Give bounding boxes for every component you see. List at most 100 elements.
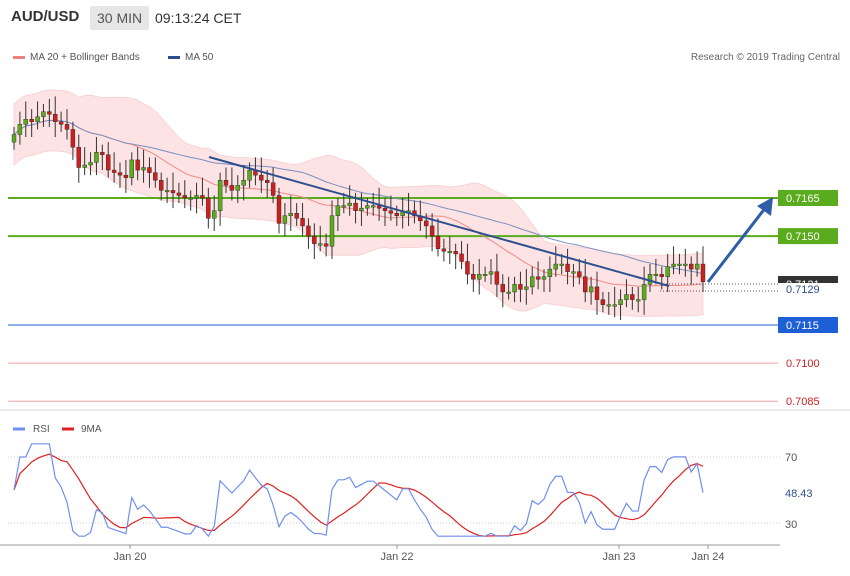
candle-body: [223, 180, 229, 186]
header-bar: AUD/USD 30 MIN 09:13:24 CET: [0, 0, 850, 36]
candle-body: [477, 274, 482, 280]
rsi-ma-legend-label: 9MA: [81, 424, 102, 435]
candle-body: [341, 205, 346, 208]
level-tag-0.7165: [778, 190, 838, 206]
rsi-value: 48.43: [785, 488, 813, 500]
candle-body: [630, 294, 635, 300]
candle-body: [459, 253, 464, 262]
candle-body: [353, 202, 358, 211]
candle-body: [217, 180, 223, 211]
candle-body: [117, 172, 123, 176]
candle-body: [147, 167, 152, 173]
candle-body: [465, 261, 470, 275]
candle-body: [82, 164, 87, 168]
candle-body: [471, 274, 476, 280]
candle-body: [88, 162, 93, 166]
candle-body: [335, 205, 341, 216]
candle-body: [64, 124, 70, 130]
candle-body: [347, 202, 352, 206]
copyright: Research © 2019 Trading Central: [690, 52, 840, 63]
candle-body: [547, 268, 553, 277]
candle-body: [600, 299, 606, 305]
price-tags: 0.71650.71500.71150.71000.70850.71310.71…: [778, 190, 838, 410]
rsi-tick-30: 30: [785, 519, 797, 531]
candle-body: [100, 152, 105, 156]
candle-body: [200, 195, 205, 199]
x-axis: Jan 20 Jan 22 Jan 23 Jan 24: [113, 545, 725, 563]
candle-body: [394, 213, 399, 216]
candle-body: [94, 152, 99, 163]
rsi-ma-line: [13, 453, 704, 537]
candle-body: [47, 111, 52, 115]
x-label-Jan-23: Jan 23: [602, 551, 635, 563]
candle-body: [329, 215, 335, 247]
candle-body: [212, 210, 217, 219]
candle-body: [618, 299, 623, 305]
candle-body: [553, 263, 558, 270]
ma50-line: [13, 119, 704, 275]
rsi-tick-70: 70: [785, 452, 797, 464]
candle-body: [659, 274, 664, 277]
candle-body: [35, 116, 40, 123]
candle-body: [135, 159, 140, 171]
level-label-0.7150: 0.7150: [786, 231, 820, 243]
candle-body: [300, 218, 305, 227]
pair-title: AUD/USD: [11, 8, 80, 25]
bands-swatch-icon: [13, 55, 25, 59]
candle-body: [23, 119, 28, 125]
rsi-line: [13, 443, 704, 538]
candle-body: [206, 197, 211, 219]
candle-body: [229, 185, 235, 191]
level-tag-0.7150: [778, 228, 838, 245]
candle-body: [141, 167, 146, 171]
candle-body: [282, 215, 288, 224]
candle-body: [518, 284, 523, 290]
candle-body: [435, 235, 441, 250]
candle-body: [559, 263, 564, 266]
candle-body: [294, 213, 299, 219]
ma50-swatch-icon: [168, 55, 180, 59]
x-label-Jan-20: Jan 20: [113, 551, 146, 563]
level-label-0.7085: 0.7085: [786, 396, 820, 408]
legend-bands: MA 20 + Bollinger Bands: [13, 52, 140, 63]
candle-body: [365, 205, 370, 209]
candle-body: [318, 243, 323, 246]
candle-body: [259, 174, 264, 181]
candle-body: [76, 146, 81, 168]
candle-body: [312, 235, 317, 244]
candle-body: [665, 266, 670, 277]
level-tag-0.7100: [778, 355, 838, 372]
trendline: [208, 156, 670, 287]
candles: [11, 96, 706, 320]
timeframe-badge[interactable]: 30 MIN: [90, 6, 150, 30]
candle-body: [70, 129, 76, 148]
candle-body: [606, 304, 611, 307]
candle-body: [241, 180, 246, 186]
ma-price-tag: [778, 283, 838, 297]
candle-body: [182, 195, 187, 199]
bollinger-band-fill: [13, 89, 704, 318]
candle-body: [123, 174, 129, 178]
x-label-Jan-22: Jan 22: [380, 551, 413, 563]
legend-ma50: MA 50: [168, 52, 213, 63]
rsi-legend-label: RSI: [33, 424, 50, 435]
candle-body: [524, 286, 529, 290]
candle-body: [530, 276, 535, 288]
candle-body: [700, 263, 706, 283]
candle-body: [170, 190, 176, 194]
candle-body: [106, 154, 111, 171]
candle-body: [494, 271, 500, 285]
candle-body: [441, 248, 447, 252]
candle-body: [276, 195, 282, 224]
candle-body: [53, 113, 58, 123]
rsi-lines: [13, 443, 704, 538]
candle-body: [306, 225, 311, 237]
candle-body: [512, 284, 517, 293]
candle-body: [58, 121, 64, 125]
candle-body: [612, 304, 617, 307]
candle-body: [671, 263, 676, 267]
candle-body: [265, 180, 270, 183]
candle-body: [164, 190, 170, 193]
candle-body: [541, 276, 547, 280]
